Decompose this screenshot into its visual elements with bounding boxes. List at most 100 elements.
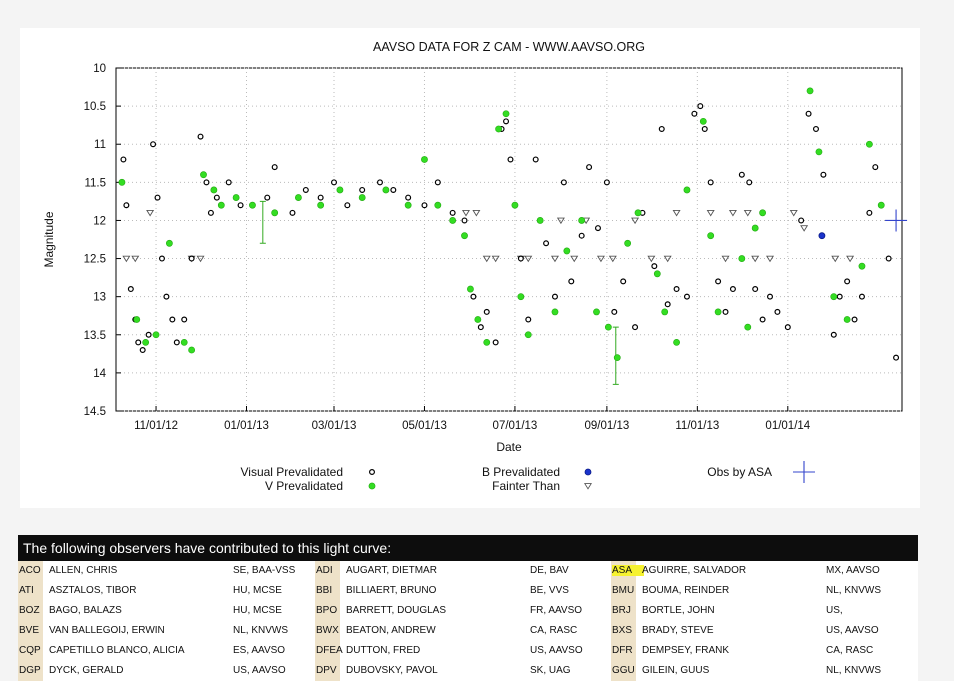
observer-name: BAGO, BALAZS: [49, 605, 122, 616]
data-point-visual: [289, 209, 296, 216]
data-point-visual: [390, 186, 397, 193]
data-point-visual: [820, 171, 827, 178]
observer-name: BARRETT, DOUGLAS: [346, 605, 447, 616]
data-point-fainter: [596, 255, 605, 263]
data-point-visual: [197, 133, 204, 140]
data-point-v: [877, 201, 885, 209]
data-point-v: [133, 316, 141, 323]
data-point-visual: [586, 164, 593, 171]
data-point-visual: [120, 156, 127, 163]
observer-code: GGU: [612, 665, 635, 676]
data-point-v: [118, 178, 126, 186]
data-point-v: [180, 338, 188, 346]
legend-label: Visual Prevalidated: [240, 465, 343, 479]
observer-affiliation: HU, MCSE: [233, 605, 282, 616]
data-point-v: [517, 293, 525, 301]
data-point-v: [624, 239, 632, 247]
data-point-visual: [163, 293, 170, 300]
observer-affiliation: DE, BAV: [530, 565, 569, 576]
data-point-visual: [477, 324, 484, 331]
data-point-v: [524, 331, 532, 339]
data-point-v: [271, 209, 279, 217]
data-point-v: [744, 323, 752, 331]
y-axis-label: Magnitude: [42, 211, 56, 267]
observer-affiliation: MX, AAVSO: [826, 565, 880, 576]
observer-row: CQP CAPETILLO BLANCO, ALICIA ES, AAVSO DFEA…: [18, 641, 918, 661]
data-point-v: [714, 308, 722, 316]
data-point-visual: [150, 141, 157, 148]
observer-code: ADI: [316, 565, 333, 576]
data-point-visual: [707, 179, 714, 186]
observer-code: BBI: [316, 585, 333, 596]
data-point-visual: [123, 202, 130, 209]
observer-affiliation: BE, VVS: [530, 585, 569, 596]
data-point-v: [806, 87, 814, 95]
data-point-visual: [169, 316, 176, 323]
data-point-v: [551, 308, 559, 316]
data-point-v: [563, 247, 571, 255]
y-tick-label: 10: [93, 63, 106, 75]
data-point-visual: [127, 286, 134, 293]
observer-row: BOZ BAGO, BALAZS HU, MCSE BPO BARRETT, DOUGL…: [18, 601, 918, 621]
observer-code: ATI: [19, 585, 34, 596]
data-point-visual: [658, 125, 665, 132]
data-point-visual: [449, 209, 456, 216]
data-point-v: [865, 140, 873, 148]
data-point-fainter: [631, 217, 640, 225]
data-point-v: [434, 201, 442, 209]
data-point-visual: [746, 179, 753, 186]
data-point-visual: [181, 316, 188, 323]
data-point-v: [536, 217, 544, 224]
legend-marker-asa: [793, 461, 815, 483]
observer-name: AUGART, DIETMAR: [346, 565, 437, 576]
data-point-visual: [492, 339, 499, 346]
data-point-v: [699, 117, 707, 125]
data-point-visual: [139, 347, 146, 354]
code-column-shade: [18, 561, 43, 681]
data-point-visual: [158, 255, 165, 262]
data-point-visual: [830, 331, 837, 338]
data-point-visual: [434, 179, 441, 186]
data-point-v: [738, 255, 746, 262]
data-point-visual: [866, 209, 873, 216]
y-tick-label: 14: [93, 368, 106, 380]
data-point-visual: [759, 316, 766, 323]
data-point-v: [295, 194, 302, 201]
data-point-visual: [767, 293, 774, 300]
observer-affiliation: FR, AAVSO: [530, 605, 583, 616]
data-point-visual: [844, 278, 851, 285]
data-point-visual: [885, 255, 892, 262]
observer-row: ATI ASZTALOS, TIBOR HU, MCSE BBI BILLIAERT, …: [18, 581, 918, 601]
observer-name: ASZTALOS, TIBOR: [49, 585, 137, 596]
data-point-visual: [738, 171, 745, 178]
data-point-visual: [344, 202, 351, 209]
observer-name: BRADY, STEVE: [642, 625, 714, 636]
data-point-visual: [237, 202, 244, 209]
observer-code: BPO: [316, 605, 338, 616]
data-point-v: [511, 201, 519, 209]
data-point-v: [188, 346, 196, 354]
x-tick-label: 07/01/13: [493, 420, 538, 432]
observer-name: DUBOVSKY, PAVOL: [346, 665, 438, 676]
observer-code: DFR: [612, 645, 633, 656]
data-point-v: [449, 217, 457, 224]
data-point-v: [751, 224, 759, 232]
data-point-visual: [578, 232, 585, 239]
data-point-fainter: [751, 255, 760, 263]
x-tick-label: 11/01/12: [134, 420, 178, 432]
data-point-fainter: [766, 255, 775, 263]
data-point-v: [613, 354, 621, 362]
data-point-visual: [683, 293, 690, 300]
data-point-v: [683, 186, 691, 194]
data-point-visual: [812, 125, 819, 132]
data-point-visual: [405, 194, 412, 201]
legend-marker-fainter: [583, 483, 593, 490]
data-point-visual: [317, 194, 324, 201]
data-point-v: [830, 293, 838, 301]
observer-affiliation: ES, AAVSO: [233, 645, 286, 656]
data-point-visual: [774, 308, 781, 315]
data-point-visual: [858, 293, 865, 300]
data-point-v: [404, 201, 412, 209]
data-point-visual: [836, 293, 843, 300]
data-point-fainter: [663, 255, 672, 263]
